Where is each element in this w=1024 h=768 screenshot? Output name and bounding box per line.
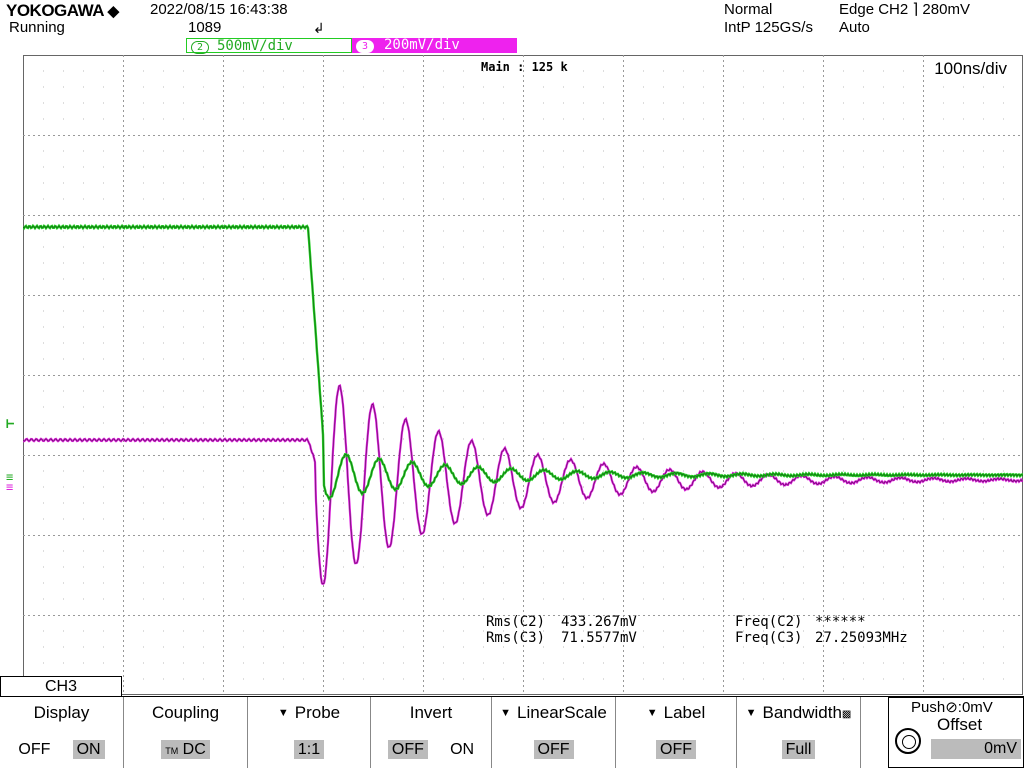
rms-c3-label: Rms(C3)	[486, 630, 546, 646]
display-title: Display	[33, 703, 90, 722]
display-off-option[interactable]: OFF	[18, 741, 51, 758]
brand-logo: YOKOGAWA ◆	[6, 1, 119, 20]
rms-c2-label: Rms(C2)	[486, 614, 546, 630]
invert-off-option[interactable]: OFF	[387, 740, 428, 759]
label-dropdown-icon: ▼	[646, 707, 658, 719]
ch2-waveform-shadow	[23, 225, 1023, 500]
waveform-plot	[23, 55, 1023, 695]
bandwidth-filter-icon: ▩	[841, 709, 852, 720]
invert-menu[interactable]: Invert OFF ON	[371, 697, 492, 768]
probe-value: 1:1	[293, 740, 325, 759]
display-menu[interactable]: Display OFF ON	[0, 697, 124, 768]
run-state: Running	[9, 19, 65, 36]
acquisition-count: 1089	[188, 19, 222, 36]
ch3-scale: 200mV/div	[384, 37, 460, 53]
ch3-badge: 3	[356, 40, 374, 53]
offset-title: Offset	[937, 715, 983, 734]
falling-edge-icon: ⌉	[912, 1, 919, 18]
linearscale-menu[interactable]: ▼ LinearScale OFF	[492, 697, 616, 768]
waveform-display[interactable]: Main : 125 k 100ns/div Rms(C2) 433.267mV…	[23, 55, 1023, 695]
coupling-value: DC	[182, 741, 206, 758]
coupling-icon: TM	[165, 746, 179, 756]
trigger-source: Edge CH2 ⌉ 280mV	[839, 1, 970, 18]
label-menu[interactable]: ▼ Label OFF	[616, 697, 737, 768]
main-record-label: Main : 125 k	[481, 60, 568, 74]
tab-ch3[interactable]: CH3	[0, 676, 122, 696]
bandwidth-menu[interactable]: ▼ Bandwidth▩ Full	[737, 697, 861, 768]
linearscale-dropdown-icon: ▼	[500, 707, 512, 719]
coupling-menu[interactable]: Coupling TM DC	[124, 697, 248, 768]
menu-divider	[0, 696, 1024, 697]
bandwidth-value: Full	[781, 740, 816, 759]
probe-menu[interactable]: ▼ Probe 1:1	[248, 697, 371, 768]
offset-menu[interactable]: Push⊘:0mV Offset 0mV	[888, 697, 1024, 768]
ch3-scale-box[interactable]: 3 200mV/div	[352, 38, 517, 53]
datetime: 2022/08/15 16:43:38	[150, 1, 288, 18]
trigger-position-icon: ↲	[313, 20, 325, 36]
ch3-waveform-shadow	[23, 385, 1023, 585]
offset-knob-icon[interactable]	[895, 728, 921, 754]
freq-c2-value: ******	[815, 614, 866, 630]
bandwidth-dropdown-icon: ▼	[745, 707, 757, 719]
sample-rate: IntP 125GS/s	[724, 19, 813, 36]
ch2-ground-marker-icon[interactable]: ≡	[6, 470, 14, 484]
invert-on-option[interactable]: ON	[450, 741, 475, 758]
ch3-ground-marker-icon[interactable]: ≡	[6, 480, 14, 494]
ch2-scale: 500mV/div	[217, 38, 293, 54]
timebase-label: 100ns/div	[932, 59, 1009, 79]
push-reset-icon: ⊘	[945, 699, 958, 716]
label-title: Label	[663, 703, 706, 722]
freq-c2-label: Freq(C2)	[735, 614, 803, 630]
invert-title: Invert	[409, 703, 453, 722]
linearscale-title: LinearScale	[517, 703, 607, 722]
offset-push-label: Push	[911, 699, 946, 716]
linearscale-value: OFF	[533, 740, 574, 759]
offset-value[interactable]: 0mV	[931, 739, 1021, 759]
freq-c3-label: Freq(C3)	[735, 630, 803, 646]
label-value: OFF	[656, 740, 696, 759]
display-on-option[interactable]: ON	[72, 740, 105, 759]
offset-push-value: :0mV	[957, 699, 993, 716]
probe-dropdown-icon: ▼	[277, 707, 289, 719]
trigger-auto: Auto	[839, 19, 870, 36]
bandwidth-title: Bandwidth	[762, 703, 842, 722]
rms-c2-value: 433.267mV	[561, 614, 637, 630]
ch2-scale-box[interactable]: 2 500mV/div	[186, 38, 352, 54]
rms-c3-value: 71.5577mV	[561, 630, 637, 646]
probe-title: Probe	[294, 703, 341, 722]
trigger-level-marker-icon[interactable]: ⊢	[6, 416, 15, 432]
freq-c3-value: 27.25093MHz	[815, 630, 908, 646]
coupling-title: Coupling	[151, 703, 220, 722]
ch2-badge: 2	[191, 41, 209, 54]
trigger-mode: Normal	[724, 1, 773, 18]
